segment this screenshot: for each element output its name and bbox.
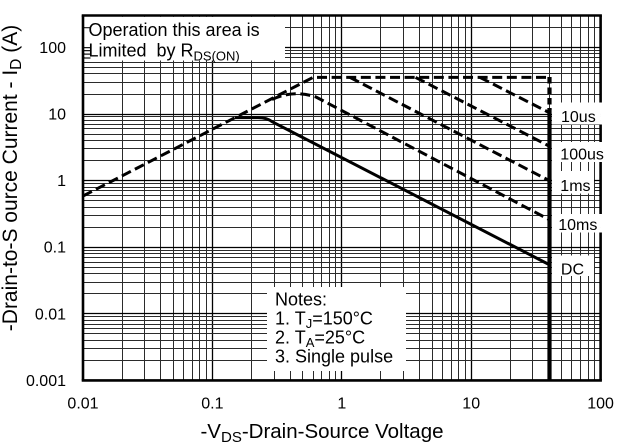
svg-text:DC: DC: [561, 262, 584, 279]
svg-text:0.01: 0.01: [35, 306, 66, 323]
svg-text:1: 1: [337, 395, 346, 412]
svg-text:0.1: 0.1: [44, 240, 66, 257]
svg-text:0.01: 0.01: [67, 395, 98, 412]
svg-text:10: 10: [48, 107, 66, 124]
svg-text:10us: 10us: [561, 109, 596, 126]
svg-text:0.1: 0.1: [201, 395, 223, 412]
svg-text:100: 100: [39, 40, 66, 57]
svg-text:100: 100: [587, 395, 614, 412]
svg-text:100us: 100us: [560, 147, 604, 164]
svg-text:1ms: 1ms: [560, 178, 590, 195]
svg-text:Operation this area is: Operation this area is: [89, 20, 260, 40]
svg-text:1: 1: [57, 173, 66, 190]
svg-text:3. Single pulse: 3. Single pulse: [275, 347, 393, 367]
svg-text:-Drain-to-S ource Current - ID: -Drain-to-S ource Current - ID (A): [0, 25, 25, 331]
svg-text:10ms: 10ms: [558, 217, 597, 234]
svg-text:Notes:: Notes:: [275, 290, 327, 310]
svg-text:2. TA=25°C: 2. TA=25°C: [275, 328, 365, 351]
svg-text:-VDS-Drain-Source Voltage: -VDS-Drain-Source Voltage: [200, 420, 443, 446]
svg-text:0.001: 0.001: [26, 373, 66, 390]
svg-text:10: 10: [462, 395, 480, 412]
svg-text:1. TJ=150°C: 1. TJ=150°C: [275, 309, 373, 332]
